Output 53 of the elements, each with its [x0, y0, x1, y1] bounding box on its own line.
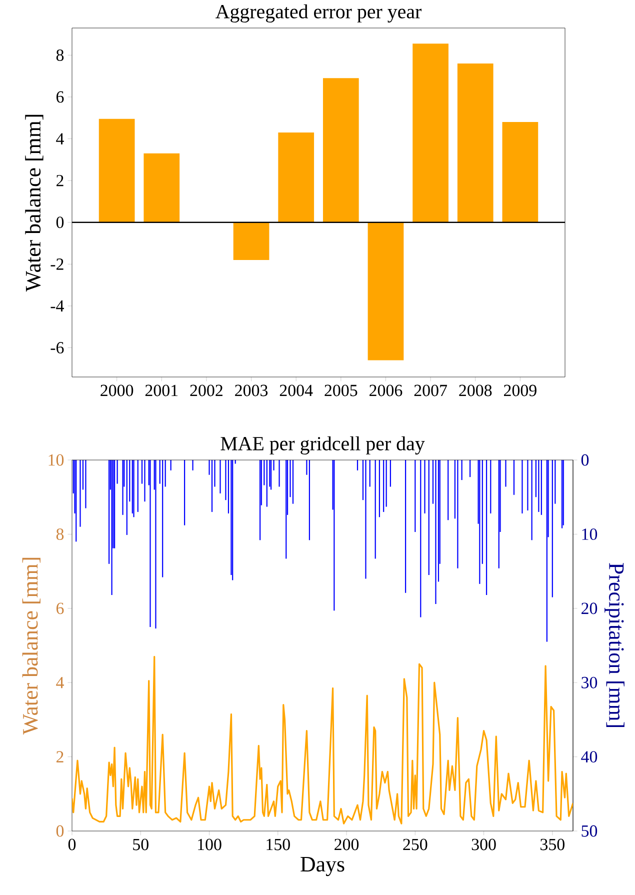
x-tick-label: 2000 [100, 384, 134, 396]
x-tick-label: 2002 [190, 384, 222, 396]
y-tick-label: -6 [50, 342, 64, 354]
y-tick-label: 0 [56, 825, 64, 837]
bar [233, 222, 270, 260]
bar [457, 64, 494, 222]
x-tick-label: 50 [133, 838, 148, 850]
x-tick-label: 2007 [414, 384, 447, 396]
y-tick-label: 6 [56, 91, 64, 103]
y-axis-title: Water balance [mm] [25, 114, 44, 292]
x-tick-label: 2003 [235, 384, 268, 396]
x-tick-label: 250 [403, 838, 428, 850]
y2-tick-label: 20 [582, 602, 598, 614]
y-tick-label: 8 [56, 528, 64, 540]
y2-tick-label: 50 [582, 825, 598, 837]
bar [144, 153, 180, 222]
x-tick-label: 2004 [280, 384, 313, 396]
y-tick-label: 4 [56, 133, 64, 144]
x-tick-label: 2008 [459, 384, 492, 396]
y-tick-label: -4 [50, 300, 64, 312]
bar [98, 118, 135, 222]
x-tick-label: 2001 [145, 384, 178, 396]
y-tick-label: 8 [56, 49, 64, 61]
bar [502, 122, 538, 222]
chart-title: Aggregated error per year [216, 4, 422, 22]
y-tick-label: 4 [56, 677, 64, 688]
y2-tick-label: 30 [582, 676, 598, 688]
x-tick-label: 2006 [370, 384, 402, 396]
y2-tick-label: 0 [581, 454, 589, 466]
y-tick-label: 2 [56, 174, 64, 186]
y-axis-title: Water balance [mm] [22, 558, 40, 735]
bar [278, 132, 314, 222]
x-tick-label: 2009 [504, 384, 536, 396]
y2-axis-title: Precipitation [mm] [604, 563, 624, 727]
bar [412, 44, 448, 222]
y-tick-label: 0 [56, 216, 64, 228]
x-tick-label: 300 [472, 838, 496, 850]
x-tick-label: 100 [198, 838, 222, 850]
x-tick-label: 200 [334, 838, 359, 850]
y-tick-label: 10 [48, 454, 64, 466]
x-tick-label: 150 [266, 838, 290, 850]
y2-tick-label: 10 [582, 528, 598, 540]
x-tick-label: 0 [68, 838, 76, 850]
x-axis-title: Days [300, 857, 344, 876]
chart-title: MAE per gridcell per day [220, 436, 425, 454]
x-tick-label: 2005 [324, 384, 358, 396]
y-tick-label: 6 [56, 602, 64, 614]
bar [368, 222, 404, 360]
y-tick-label: -2 [50, 258, 64, 270]
bar [322, 78, 359, 222]
x-tick-label: 350 [540, 838, 564, 850]
y-tick-label: 2 [56, 751, 64, 762]
y2-tick-label: 40 [581, 751, 598, 763]
